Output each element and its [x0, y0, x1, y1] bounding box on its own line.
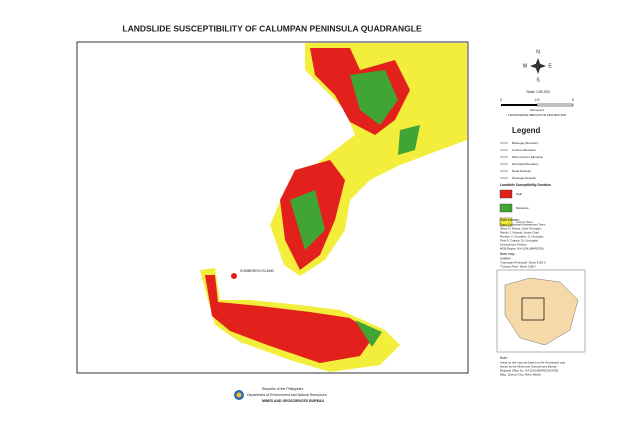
- scale-tick: 2.5: [535, 98, 540, 102]
- compass-rose: [530, 58, 546, 74]
- note-heading: Data sources:: [500, 218, 520, 222]
- note-line: Ramilo J. Samala, Senior Chief: [500, 231, 539, 235]
- note-line: Areas on this map are based on the Geoha…: [500, 361, 566, 365]
- legend: Barangay Boundary Contour Elevation Main C…: [499, 141, 551, 227]
- notes: Data sources:Rapid Geohazard Assessment …: [500, 218, 566, 377]
- zonation-title: Landslide Susceptibility Zonation: [500, 183, 551, 187]
- legend-class: Moderate: [516, 206, 529, 210]
- legend-item: Main Contour Elevation: [512, 155, 544, 159]
- north-arrow: N S E W: [523, 49, 553, 83]
- inset-map: [496, 269, 586, 353]
- legend-swatch: [499, 189, 513, 199]
- legend-class: Low to None: [516, 220, 533, 224]
- note-line: Regional Office No. 4-A (CALABARZON) MGB: [500, 369, 558, 373]
- map-area: SOMBRERO ISLAND: [200, 43, 467, 372]
- moderate-zone: [290, 190, 325, 250]
- moderate-zone: [355, 320, 382, 347]
- note-line: Feliz R. Cajusip, Sr. Geologist): [500, 239, 538, 243]
- scale-unit: Kilometers: [530, 108, 545, 112]
- note-line: "Calumpan Peninsula" Sheet 3160-II: [500, 261, 546, 265]
- note-line: Rapid Geohazard Assessment Team: [500, 223, 546, 227]
- logo: [236, 392, 242, 398]
- compass-n: N: [536, 49, 540, 55]
- legend-item: Drainage Network: [512, 176, 537, 180]
- compass-e: E: [548, 63, 552, 69]
- note-line: Renalyn V. Gonzales, Jr. Geologist,: [500, 235, 544, 239]
- note-line: Geosciences Division: [500, 243, 527, 247]
- note-heading: Note:: [500, 356, 508, 360]
- inset-land: [504, 277, 579, 346]
- note-line: "Tuluyan Point" Sheet 3160-I: [500, 265, 536, 269]
- projection: TRANSVERSE MERCATOR PROJECTION: [508, 113, 566, 117]
- legend-item: Municipal Boundary: [512, 162, 539, 166]
- legend-item: Road Network: [512, 169, 532, 173]
- legend-swatch: [499, 203, 513, 213]
- legend-swatch: [499, 217, 513, 227]
- legend-item: Contour Elevation: [512, 148, 536, 152]
- note-line: MGB Region IV-A (CALABARZON): [500, 247, 544, 251]
- high-zone: [231, 273, 237, 279]
- compass-s: S: [536, 77, 540, 83]
- legend-item: Barangay Boundary: [512, 141, 539, 145]
- scale-tick: 5: [572, 98, 574, 102]
- moderate-zone: [350, 70, 398, 125]
- footer-line: MINES AND GEOSCIENCES BUREAU: [262, 399, 325, 403]
- scale-tick: 0: [500, 98, 502, 102]
- footer-line: Department of Environment and Natural Re…: [247, 393, 327, 397]
- scale-label: Scale 1:50,000: [526, 90, 549, 94]
- note-line: issued by the Mines and Geosciences Bure…: [500, 365, 557, 369]
- map-title: LANDSLIDE SUSCEPTIBILITY OF CALUMPAN PEN…: [122, 23, 422, 33]
- moderate-zone: [398, 125, 420, 155]
- note-heading: Base map:: [500, 252, 515, 256]
- compass-w: W: [523, 63, 528, 69]
- legend-class: High: [516, 192, 523, 196]
- note-line: Bldg., Quezon City, Metro Manila: [500, 373, 541, 377]
- footer: Republic of the Philippines Department o…: [234, 387, 327, 403]
- scale-bar: [536, 103, 574, 107]
- inset-box: [521, 297, 545, 321]
- island-label: SOMBRERO ISLAND: [240, 269, 275, 273]
- legend-title: Legend: [512, 126, 541, 135]
- high-zone: [205, 275, 375, 363]
- note-line: NAMRIA: [500, 257, 511, 261]
- note-line: (Rene N. Rivera, Chief Geologist,: [500, 227, 542, 231]
- footer-line: Republic of the Philippines: [262, 387, 303, 391]
- scale-bar: [501, 104, 537, 106]
